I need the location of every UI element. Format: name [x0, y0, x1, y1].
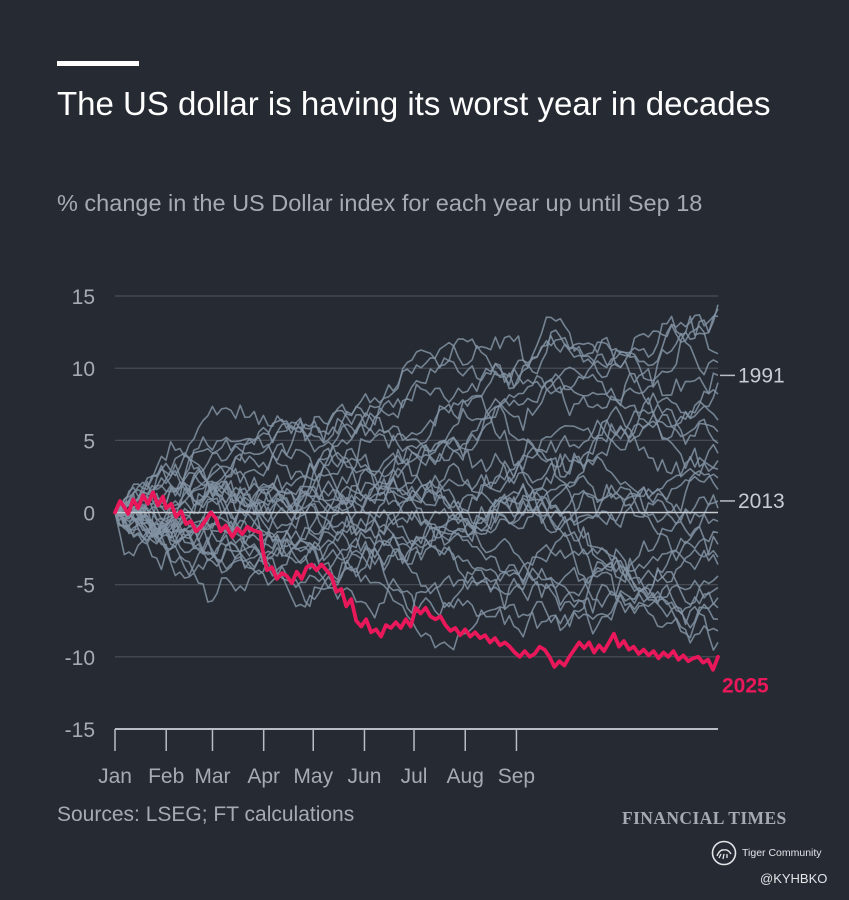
background-series-line	[114, 335, 719, 521]
highlight-series-group	[113, 490, 720, 672]
y-tick-label: 10	[72, 358, 95, 381]
background-series-line	[114, 501, 719, 614]
author-handle: @KYHBKO	[760, 871, 828, 886]
series-labels: 1991 2013 2025	[720, 364, 785, 698]
background-series-line	[114, 413, 719, 542]
x-tick-label: Jul	[401, 765, 428, 788]
x-tick-label: Apr	[247, 765, 280, 788]
background-series-line	[114, 476, 719, 562]
x-tick-label: Jan	[98, 765, 132, 788]
publisher-logo: FINANCIAL TIMES	[622, 808, 787, 828]
background-series-line	[114, 500, 719, 644]
title-accent-bar	[57, 61, 139, 66]
x-tick-label: Aug	[447, 765, 484, 788]
background-series-line	[114, 471, 719, 611]
background-series-group	[114, 304, 719, 651]
background-series-line	[114, 332, 719, 574]
y-tick-label: 0	[83, 503, 95, 526]
tiger-logo-icon	[711, 840, 737, 866]
x-tick-label: May	[293, 765, 333, 788]
series-label-1991: 1991	[738, 364, 785, 387]
y-tick-label: -10	[65, 647, 95, 670]
gridlines	[115, 295, 718, 658]
background-series-line	[114, 409, 719, 513]
x-tick-label: Jun	[348, 765, 382, 788]
y-tick-label: -15	[65, 719, 95, 742]
series-label-2013: 2013	[738, 490, 785, 513]
watermark: Tiger Community	[711, 840, 822, 866]
background-series-line	[114, 405, 719, 525]
background-series-line	[114, 501, 719, 586]
highlight-series-line-2025	[113, 490, 720, 672]
source-note: Sources: LSEG; FT calculations	[57, 803, 355, 826]
background-series-line	[114, 316, 719, 571]
y-tick-label: -5	[76, 575, 95, 598]
background-series-line	[114, 499, 719, 651]
background-series-line	[114, 436, 719, 530]
y-tick-label: 15	[72, 286, 95, 309]
x-tick-label: Feb	[148, 765, 184, 788]
background-series-line	[114, 509, 719, 651]
chart-subtitle: % change in the US Dollar index for each…	[57, 190, 703, 216]
background-series-line	[114, 512, 719, 632]
x-tick-label: Mar	[194, 765, 230, 788]
series-label-2025: 2025	[722, 675, 769, 698]
y-tick-label: 5	[83, 430, 95, 453]
background-series-line	[114, 480, 719, 635]
watermark-text: Tiger Community	[742, 847, 822, 859]
background-series-line	[114, 304, 719, 544]
chart-title: The US dollar is having its worst year i…	[57, 85, 771, 122]
x-tick-label: Sep	[498, 765, 535, 788]
